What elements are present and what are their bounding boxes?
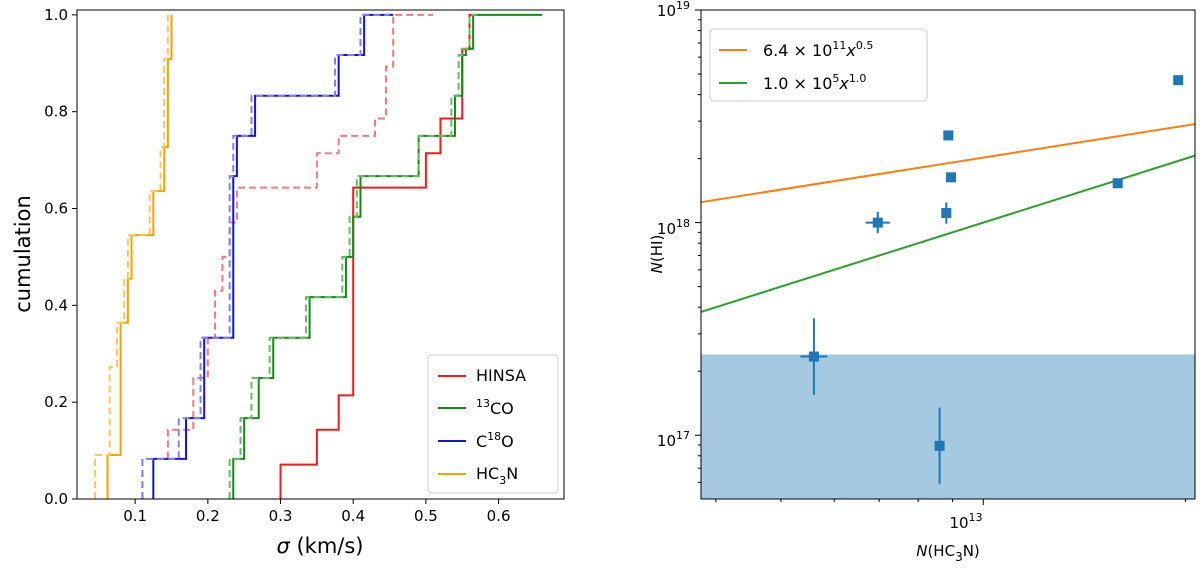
left-x-tick-label: 0.5 xyxy=(414,507,438,525)
left-legend-box xyxy=(427,354,559,494)
left-x-axis-label: σ (km/s) xyxy=(276,534,363,558)
series-line-c18o-dashed- xyxy=(141,13,390,499)
column-density-plot: 1013 1019 1018 1017 N(HC3N) N(HI) 6.4 × … xyxy=(648,0,1196,564)
left-x-tick-label: 0.3 xyxy=(269,507,293,525)
legend-label-hc3n: HC3N xyxy=(476,464,518,487)
legend-label-c18o: C18O xyxy=(476,430,514,451)
data-point-marker xyxy=(1112,178,1123,189)
right-x-axis-label: N(HC3N) xyxy=(916,542,980,564)
data-point-marker xyxy=(946,172,957,183)
left-y-tick-label: 0.6 xyxy=(44,200,68,218)
data-point-marker xyxy=(1173,75,1184,86)
left-legend: HINSA 13CO C18O HC3N xyxy=(427,354,559,494)
right-x-tick-label-1e13: 1013 xyxy=(949,511,982,532)
left-y-tick-label: 1.0 xyxy=(44,6,68,24)
upper-limit-shaded-region xyxy=(701,354,1195,499)
right-legend: 6.4 × 1011x0.5 1.0 × 105x1.0 xyxy=(709,28,928,102)
left-y-tick-label: 0.4 xyxy=(44,296,68,314)
right-content-group xyxy=(700,75,1196,499)
left-x-tick-label: 0.4 xyxy=(341,507,365,525)
data-point-marker xyxy=(943,130,954,141)
fit-line-power-10 xyxy=(700,154,1196,313)
series-line-13co-dashed- xyxy=(228,13,477,499)
right-y-axis-label: N(HI) xyxy=(648,235,666,274)
left-y-tick-label: 0.8 xyxy=(44,103,68,121)
data-point-marker xyxy=(808,351,819,362)
right-legend-box xyxy=(709,28,928,102)
legend-label-13co: 13CO xyxy=(476,397,514,418)
data-point-marker xyxy=(872,217,883,228)
right-y-tick-label-1e18: 1018 xyxy=(657,217,690,238)
left-x-tick-label: 0.6 xyxy=(487,507,511,525)
left-axis-ticks: 0.1 0.2 0.3 0.4 0.5 0.6 0.0 0.2 0.4 0.6 0.8 1.0 xyxy=(44,6,510,525)
right-axis-ticks xyxy=(695,9,1187,505)
data-point-marker xyxy=(941,208,952,219)
legend-label-hinsa: HINSA xyxy=(476,366,526,385)
left-y-axis-label: cumulation xyxy=(11,195,35,313)
data-point-marker xyxy=(934,440,945,451)
right-plot-frame xyxy=(700,9,1196,500)
right-y-tick-label-1e19: 1019 xyxy=(657,0,690,20)
legend-label-fit-10: 1.0 × 105x1.0 xyxy=(763,72,866,93)
series-line-hc3n-dashed- xyxy=(94,14,169,499)
series-line-13co xyxy=(232,13,543,499)
left-series-group xyxy=(94,13,543,499)
fit-line-power-05 xyxy=(700,123,1196,204)
right-y-tick-label-1e17: 1017 xyxy=(657,429,690,450)
left-y-tick-label: 0.0 xyxy=(44,490,68,508)
left-x-tick-label: 0.1 xyxy=(123,507,147,525)
left-y-tick-label: 0.2 xyxy=(44,393,68,411)
left-x-tick-label: 0.2 xyxy=(196,507,220,525)
legend-label-fit-05: 6.4 × 1011x0.5 xyxy=(763,39,873,60)
cumulative-distribution-plot: 0.1 0.2 0.3 0.4 0.5 0.6 0.0 0.2 0.4 0.6 0.8 1.0 σ (… xyxy=(11,6,565,558)
left-plot-frame xyxy=(76,9,565,500)
